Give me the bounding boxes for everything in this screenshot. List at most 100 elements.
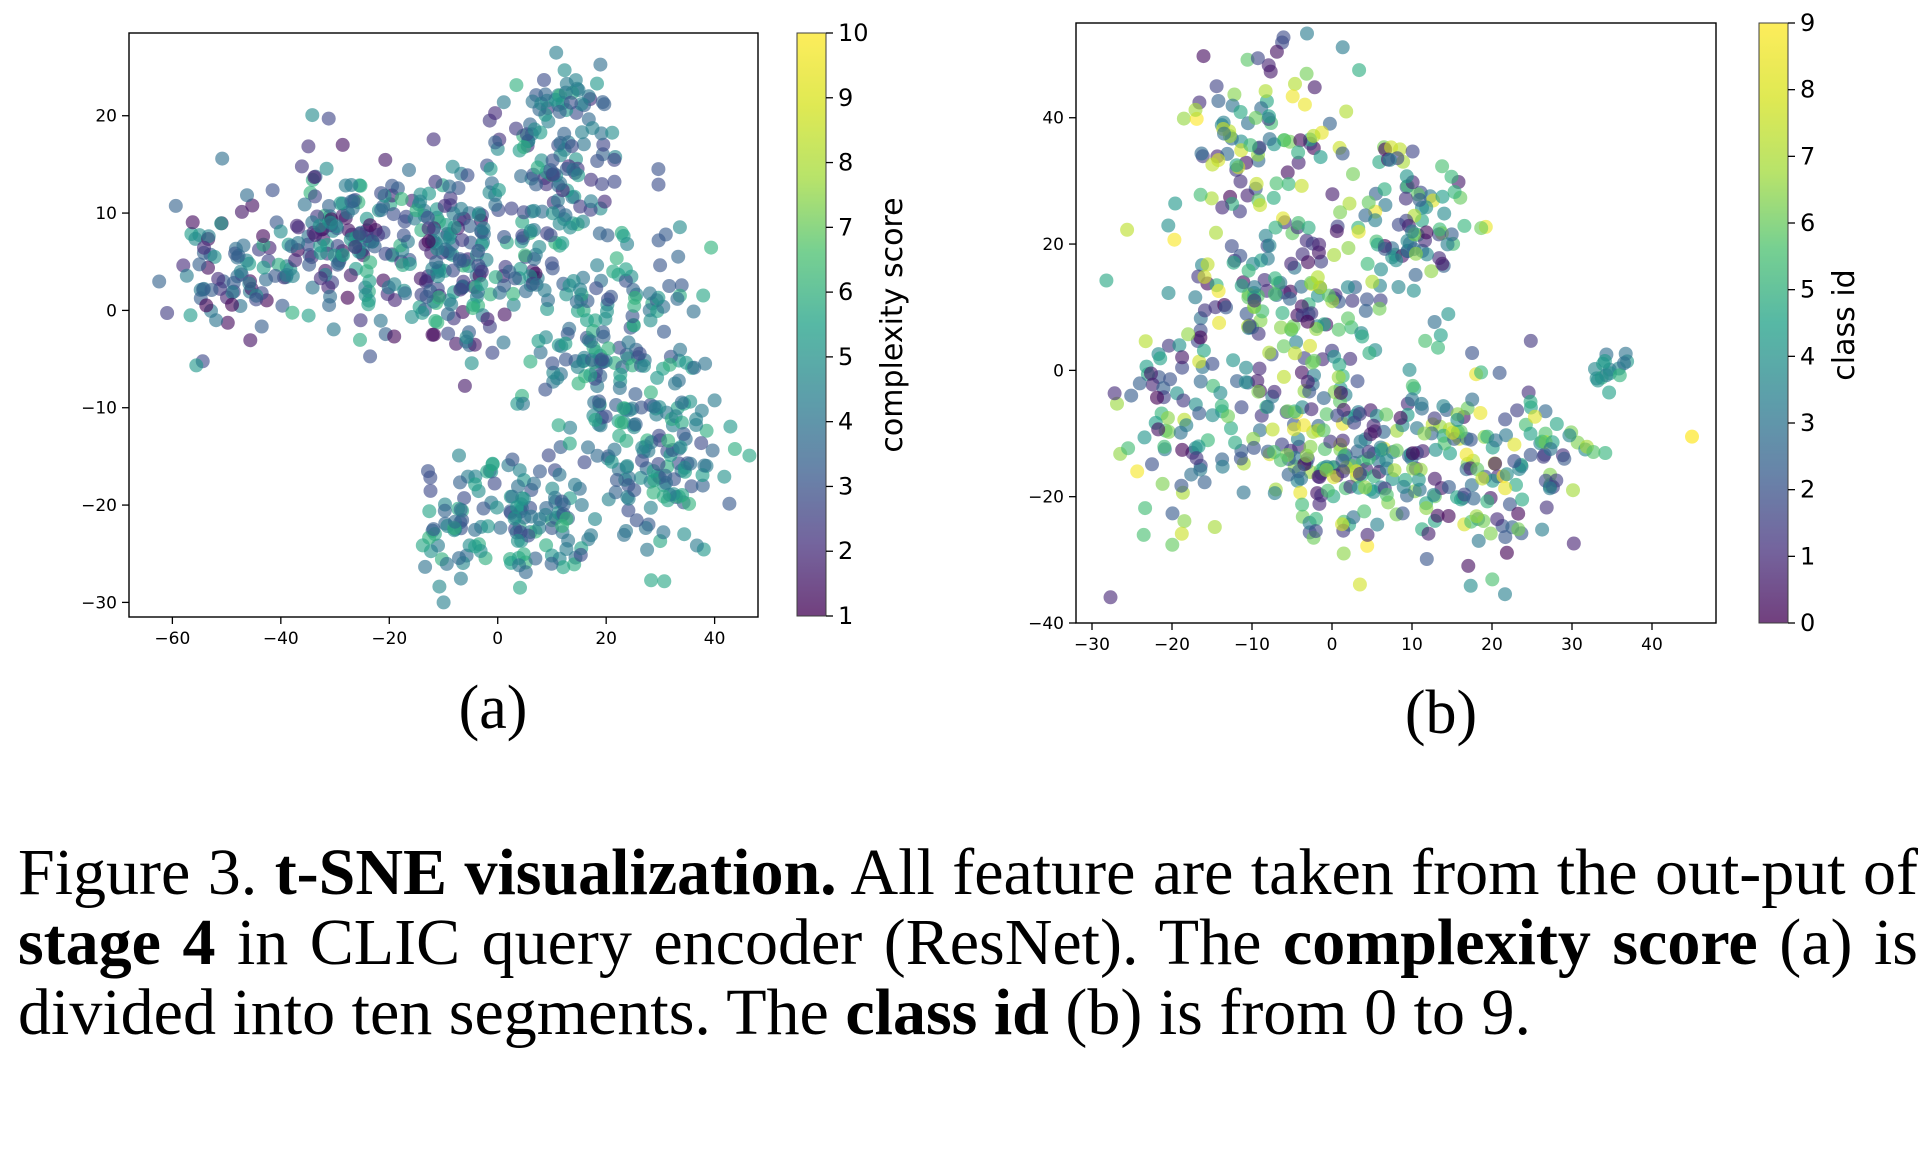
scatter-point — [1287, 422, 1301, 437]
scatter-point — [629, 513, 644, 528]
scatter-point — [207, 249, 222, 264]
colorbar-tick-label: 9 — [1800, 9, 1815, 37]
scatter-point — [682, 496, 697, 511]
scatter-point — [1437, 206, 1452, 221]
scatter-point — [1527, 409, 1542, 424]
scatter-point — [1321, 288, 1336, 303]
scatter-point — [160, 306, 175, 320]
scatter-point — [1307, 80, 1322, 95]
scatter-point — [516, 396, 530, 411]
scatter-point — [468, 522, 482, 537]
scatter-point — [618, 273, 633, 288]
scatter-point — [514, 169, 529, 184]
scatter-point — [1215, 200, 1230, 215]
scatter-point — [301, 308, 316, 323]
scatter-point — [543, 163, 558, 178]
scatter-point — [1360, 538, 1375, 553]
scatter-point — [236, 238, 251, 253]
scatter-point — [1284, 256, 1299, 271]
scatter-point — [1197, 269, 1212, 284]
plot-a-frame — [128, 32, 759, 618]
scatter-point — [428, 314, 443, 328]
scatter-point — [1175, 360, 1190, 375]
scatter-point — [697, 458, 712, 473]
scatter-point — [537, 283, 552, 298]
scatter-point — [1335, 146, 1350, 161]
scatter-point — [566, 163, 581, 177]
scatter-point — [527, 252, 542, 267]
scatter-point — [538, 507, 553, 522]
x-tick-label: 0 — [1327, 635, 1338, 655]
scatter-point — [265, 183, 280, 198]
scatter-point — [695, 478, 710, 493]
scatter-point — [421, 234, 436, 249]
scatter-point — [373, 313, 388, 328]
scatter-point — [1391, 280, 1406, 294]
scatter-point — [612, 381, 627, 395]
scatter-point — [1399, 169, 1414, 184]
scatter-point — [597, 97, 612, 112]
scatter-point — [656, 525, 671, 540]
scatter-point — [322, 199, 336, 213]
scatter-point — [551, 418, 566, 433]
scatter-point — [1355, 329, 1370, 344]
scatter-point — [584, 172, 598, 187]
scatter-point — [1598, 446, 1613, 460]
scatter-point — [1194, 146, 1209, 161]
scatter-point — [727, 442, 742, 456]
scatter-point — [209, 313, 224, 328]
scatter-point — [668, 376, 682, 391]
scatter-point — [1411, 472, 1426, 487]
scatter-point — [402, 163, 416, 177]
scatter-point — [517, 140, 531, 155]
scatter-point — [523, 223, 538, 238]
scatter-point — [152, 274, 167, 289]
scatter-point — [1382, 152, 1397, 167]
scatter-point — [562, 436, 577, 451]
scatter-point — [1160, 411, 1175, 425]
scatter-point — [597, 194, 612, 209]
scatter-point — [569, 294, 584, 309]
scatter-point — [1275, 306, 1290, 320]
scatter-point — [1251, 384, 1266, 399]
scatter-point — [1435, 256, 1450, 271]
scatter-point — [234, 204, 249, 219]
scatter-point — [453, 475, 467, 490]
scatter-point — [1174, 526, 1189, 541]
scatter-point — [1346, 167, 1360, 182]
caption-text-2: in CLIC query encoder (ResNet). The — [236, 906, 1262, 979]
scatter-point — [1250, 51, 1265, 66]
scatter-point — [1485, 473, 1500, 488]
scatter-point — [653, 258, 668, 273]
scatter-point — [1276, 369, 1291, 384]
scatter-point — [1319, 463, 1334, 477]
scatter-point — [468, 477, 483, 492]
scatter-point — [742, 448, 757, 463]
scatter-point — [1165, 506, 1180, 521]
scatter-point — [1405, 224, 1419, 239]
scatter-point — [1327, 349, 1342, 364]
scatter-point — [323, 215, 338, 230]
scatter-point — [485, 345, 500, 360]
scatter-point — [643, 500, 658, 515]
scatter-point — [1236, 485, 1251, 500]
scatter-point — [361, 297, 376, 312]
scatter-point — [487, 476, 502, 491]
scatter-point — [590, 76, 604, 91]
scatter-point — [1308, 524, 1323, 539]
scatter-point — [225, 297, 239, 312]
scatter-point — [1350, 374, 1365, 389]
scatter-point — [457, 491, 472, 506]
scatter-point — [249, 292, 264, 307]
scatter-point — [426, 522, 441, 537]
scatter-point — [1239, 360, 1254, 375]
scatter-point — [1145, 377, 1160, 392]
scatter-point — [1120, 222, 1135, 237]
scatter-point — [651, 162, 666, 177]
scatter-point — [674, 278, 689, 293]
scatter-point — [584, 194, 598, 209]
scatter-point — [442, 179, 457, 194]
scatter-point — [1150, 390, 1164, 405]
scatter-point — [1173, 425, 1188, 440]
scatter-point — [580, 313, 594, 328]
